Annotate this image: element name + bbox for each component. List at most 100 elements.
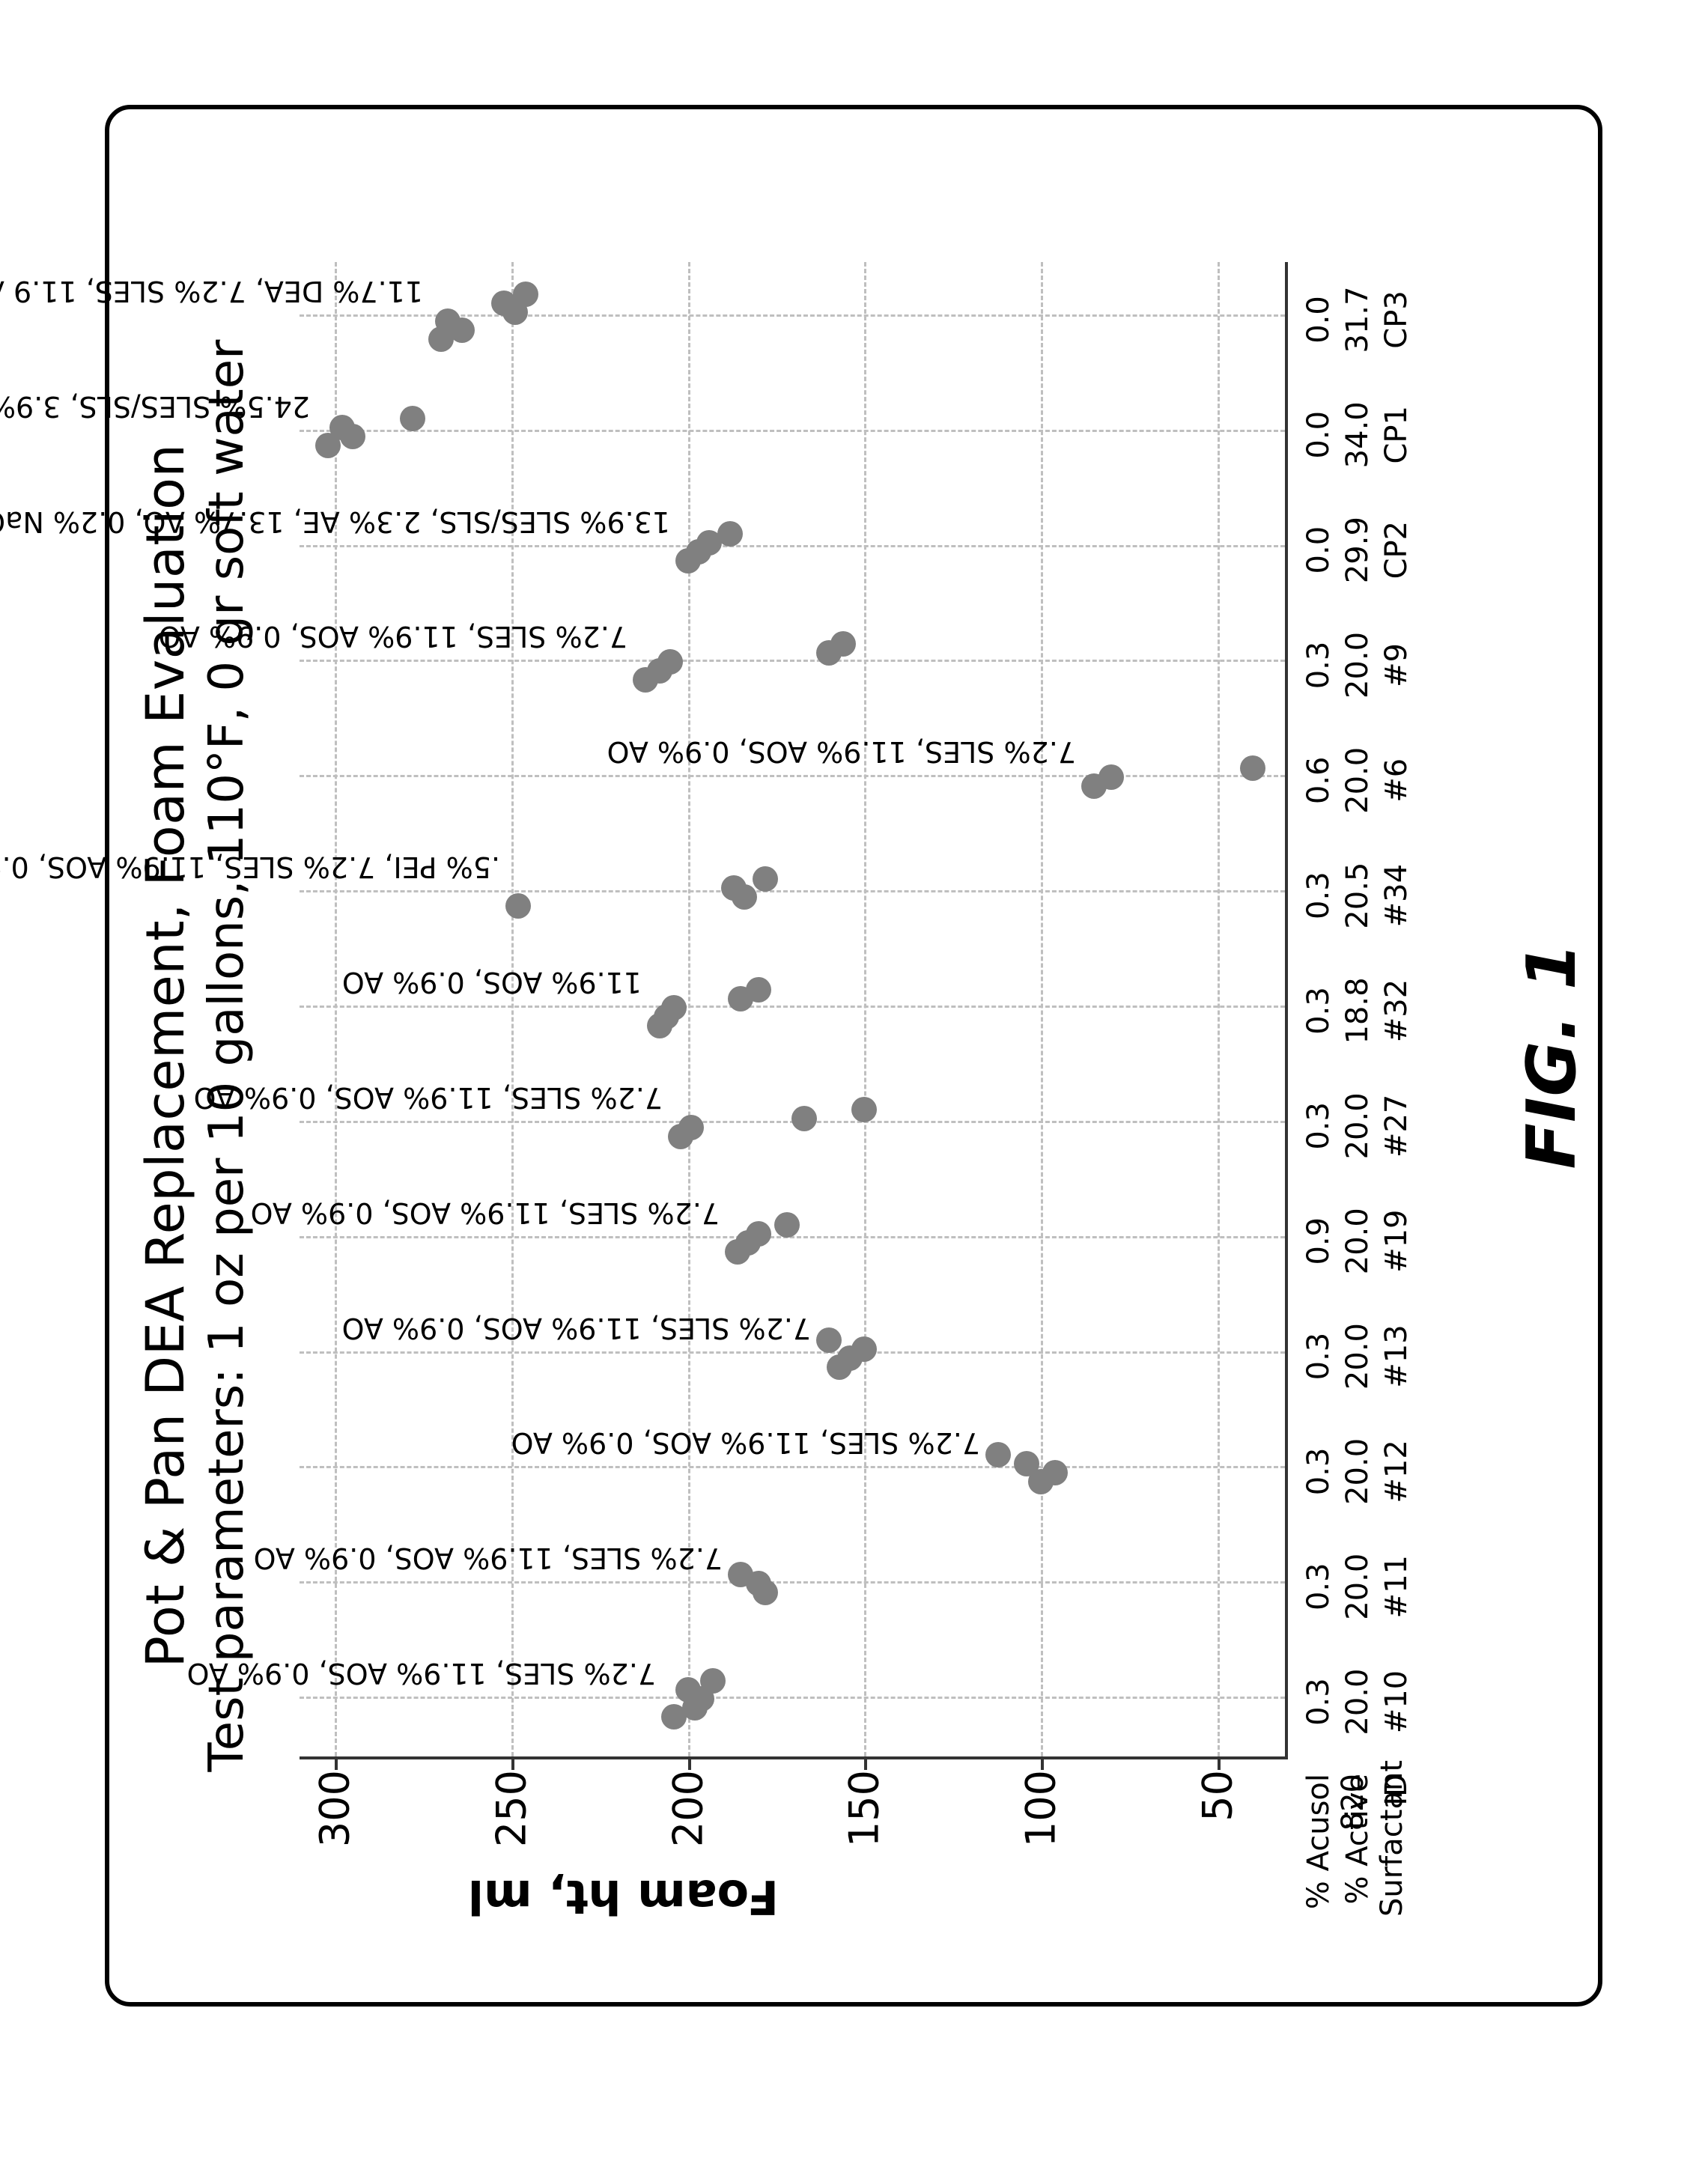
gridline-v [300, 1581, 1285, 1584]
x-cell: 0.3 [1301, 642, 1336, 690]
x-cell: CP3 [1379, 290, 1414, 349]
ytick [1218, 1756, 1221, 1770]
gridline-h [1041, 262, 1043, 1756]
x-cell: 20.5 [1340, 863, 1375, 929]
series-formula-label: 7.2% SLES, 11.9% AOS, 0.9% AO [511, 1426, 980, 1459]
ytick-label: 100 [1018, 1770, 1065, 1890]
data-point [774, 1212, 800, 1238]
gridline-v [300, 1466, 1285, 1468]
x-cell: 0.0 [1301, 411, 1336, 459]
data-point [830, 631, 856, 657]
x-cell: 0.3 [1301, 987, 1336, 1035]
x-cell: 20.0 [1340, 1208, 1375, 1274]
data-point [329, 415, 355, 440]
gridline-h [864, 262, 866, 1756]
series-formula-label: 11.7% DEA, 7.2% SLES, 11.9 AOS, 0.9% AO [0, 275, 423, 308]
x-cell: 20.0 [1340, 1669, 1375, 1735]
x-cell: #19 [1379, 1209, 1414, 1272]
gridline-v [300, 775, 1285, 777]
ytick [688, 1756, 691, 1770]
data-point [1098, 764, 1124, 790]
x-cell: #11 [1379, 1555, 1414, 1618]
data-point [1240, 755, 1265, 781]
x-cell: 0.3 [1301, 1563, 1336, 1610]
data-point [816, 1327, 842, 1353]
ytick [864, 1756, 867, 1770]
ytick-label: 250 [487, 1770, 535, 1890]
page: Pot & Pan DEA Replacement, Foam Evaluati… [0, 0, 1708, 2169]
x-cell: 20.0 [1340, 632, 1375, 699]
x-cell: #10 [1379, 1670, 1414, 1733]
series-formula-label: 7.2% SLES, 11.9% AOS, 0.9% AO [159, 620, 627, 653]
gridline-v [300, 430, 1285, 432]
data-point [985, 1442, 1011, 1467]
series-formula-label: 7.2% SLES, 11.9% AOS, 0.9% AO [254, 1542, 723, 1575]
data-point [1014, 1451, 1039, 1476]
x-cell: 18.8 [1340, 977, 1375, 1044]
series-formula-label: 7.2% SLES, 11.9% AOS, 0.9% AO [607, 735, 1075, 768]
ytick [511, 1756, 514, 1770]
data-point [1042, 1460, 1068, 1485]
chart: Foam ht, ml 7.2% SLES, 11.9% AOS, 0.9% A… [285, 195, 1483, 1917]
series-formula-label: 11.9% AOS, 0.9% AO [342, 966, 642, 999]
gridline-v [300, 545, 1285, 547]
data-point [435, 308, 461, 334]
data-point [728, 1562, 753, 1587]
series-formula-label: .5% PEI, 7.2% SLES, 11.9% AOS, 0.9% AO [0, 851, 500, 883]
x-cell: 0.0 [1301, 526, 1336, 574]
figure-caption: FIG. 1 [1513, 943, 1591, 1169]
x-cell: 31.7 [1340, 286, 1375, 353]
x-cell: 0.3 [1301, 1448, 1336, 1496]
x-cell: #6 [1379, 758, 1414, 803]
gridline-v [300, 1351, 1285, 1354]
x-cell: 0.0 [1301, 296, 1336, 344]
x-cell: 0.3 [1301, 1102, 1336, 1150]
x-cell: 34.0 [1340, 401, 1375, 468]
data-point [717, 521, 743, 547]
data-point [675, 1677, 701, 1703]
data-point [505, 893, 531, 919]
x-cell: 0.3 [1301, 871, 1336, 919]
x-cell: 0.9 [1301, 1217, 1336, 1265]
ytick-label: 50 [1194, 1770, 1241, 1890]
series-formula-label: 24.5% SLES/SLS, 3.9% EOPO, 5.6% AO, 1.5%… [0, 390, 310, 423]
x-cell: 20.0 [1340, 1554, 1375, 1620]
data-point [746, 977, 771, 1003]
series-formula-label: 13.9% SLES/SLS, 2.3% AE, 13.7% AO, 0.2% … [0, 505, 670, 538]
data-point [753, 866, 778, 892]
gridline-v [300, 1236, 1285, 1238]
x-row-header-id: ID [1379, 1763, 1414, 1917]
x-cell: 0.3 [1301, 1678, 1336, 1726]
gridline-h [335, 262, 337, 1756]
rotated-content: Pot & Pan DEA Replacement, Foam Evaluati… [105, 105, 1602, 2007]
x-cell: 20.0 [1340, 747, 1375, 814]
data-point [700, 1668, 726, 1694]
data-point [791, 1106, 817, 1131]
x-cell: 20.0 [1340, 1323, 1375, 1390]
series-formula-label: 7.2% SLES, 11.9% AOS, 0.9% AO [194, 1081, 663, 1114]
data-point [513, 282, 538, 307]
x-cell: 0.3 [1301, 1333, 1336, 1381]
x-cell: #34 [1379, 864, 1414, 927]
data-point [851, 1097, 877, 1122]
gridline-v [300, 660, 1285, 662]
x-cell: 20.0 [1340, 1438, 1375, 1505]
ytick-label: 200 [664, 1770, 711, 1890]
plot-area: 7.2% SLES, 11.9% AOS, 0.9% AO 7.2% SLES, … [300, 262, 1288, 1759]
x-cell: CP1 [1379, 406, 1414, 464]
x-cell: 29.9 [1340, 517, 1375, 583]
data-point [657, 649, 683, 675]
x-cell: #12 [1379, 1440, 1414, 1503]
data-point [851, 1336, 877, 1362]
x-cell: #9 [1379, 643, 1414, 687]
series-formula-label: 7.2% SLES, 11.9% AOS, 0.9% AO [342, 1312, 811, 1345]
ytick-label: 150 [841, 1770, 888, 1890]
gridline-h [1218, 262, 1220, 1756]
data-point [400, 406, 425, 431]
gridline-h [511, 262, 514, 1756]
gridline-h [688, 262, 690, 1756]
data-point [746, 1221, 771, 1247]
x-cell: #32 [1379, 979, 1414, 1042]
gridline-v [300, 1697, 1285, 1699]
series-formula-label: 7.2% SLES, 11.9% AOS, 0.9% AO [250, 1196, 719, 1229]
